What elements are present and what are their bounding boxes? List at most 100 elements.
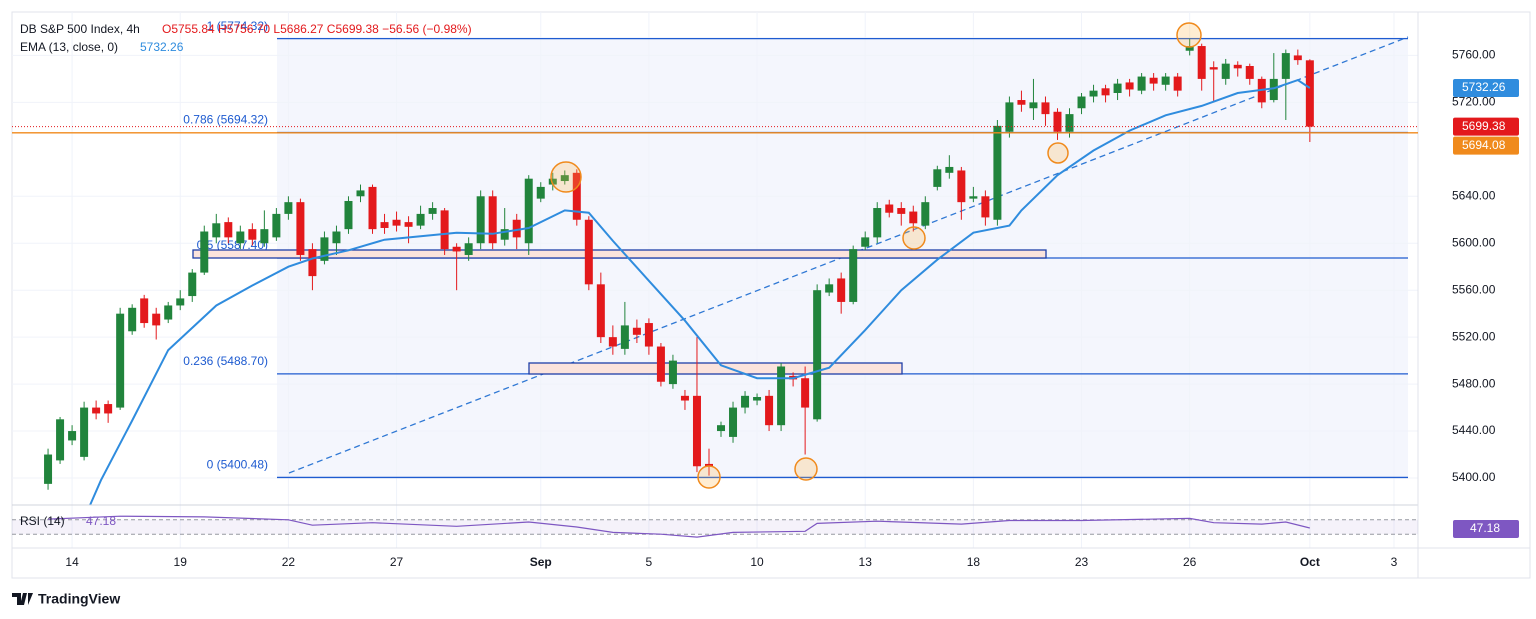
candle-body — [188, 272, 197, 297]
candle-body — [753, 397, 762, 401]
candle-body — [1053, 111, 1062, 132]
price-tag — [1453, 136, 1519, 155]
candle-body — [560, 175, 569, 182]
brand-logo — [12, 593, 33, 605]
rsi-legend-value: 47.18 — [86, 514, 116, 528]
x-tick-label: 18 — [967, 555, 981, 569]
candle-body — [308, 249, 317, 277]
fib-label: 0.786 (5694.32) — [183, 113, 268, 127]
x-tick-label: 27 — [390, 555, 404, 569]
price-tag — [1453, 78, 1519, 97]
grid — [12, 12, 1418, 548]
candle-body — [897, 208, 906, 214]
price-tag — [1453, 117, 1519, 136]
candle-body — [404, 222, 413, 227]
ema-line — [89, 78, 1311, 506]
candle-body — [428, 208, 437, 214]
marker-circle — [697, 465, 721, 489]
x-tick-label: Sep — [530, 555, 552, 569]
candle-body — [548, 178, 557, 185]
candle-body — [957, 170, 966, 203]
rsi-tag — [1453, 520, 1519, 538]
candle-body — [608, 337, 617, 347]
rsi-pane — [12, 515, 1418, 538]
candle-body — [777, 366, 786, 426]
candle-body — [729, 407, 738, 437]
marker-circle — [902, 226, 926, 250]
candle-body — [440, 210, 449, 250]
candle-body — [1137, 76, 1146, 91]
y-tick-label: 5480.00 — [1452, 376, 1496, 390]
x-tick-label: 26 — [1183, 555, 1197, 569]
x-tick-label: 23 — [1075, 555, 1089, 569]
candle-body — [80, 407, 89, 457]
x-tick-label: 22 — [282, 555, 296, 569]
candle-body — [632, 327, 641, 335]
candle-body — [56, 419, 65, 461]
candle-body — [1101, 88, 1110, 96]
marker-circle — [1047, 142, 1069, 164]
x-tick-label: 19 — [174, 555, 188, 569]
x-tick-label: 10 — [750, 555, 764, 569]
candles — [44, 38, 1314, 490]
candle-body — [464, 243, 473, 255]
price-tag-label: 5699.38 — [1462, 119, 1506, 133]
markers — [550, 22, 1202, 489]
axes: 5400.00 5440.00 5480.00 5520.00 5560.00 5600.… — [65, 48, 1495, 570]
marker-circle — [550, 161, 582, 193]
candle-body — [1269, 78, 1278, 101]
candle-body — [512, 219, 521, 238]
candle-body — [524, 178, 533, 244]
rsi-tag-label: 47.18 — [1470, 521, 1500, 535]
candle-body — [164, 305, 173, 320]
brand-name: TradingView — [38, 591, 120, 607]
candle-body — [849, 249, 858, 302]
candle-body — [1161, 76, 1170, 85]
candle-body — [1245, 65, 1254, 79]
y-tick-label: 5560.00 — [1452, 282, 1496, 296]
price-tag-label: 5694.08 — [1462, 138, 1506, 152]
candle-body — [692, 395, 701, 467]
candle-body — [873, 208, 882, 238]
y-tick-label: 5720.00 — [1452, 95, 1496, 109]
candle-body — [140, 298, 149, 324]
candle-body — [1065, 114, 1074, 132]
candle-body — [765, 395, 774, 426]
candle-body — [284, 202, 293, 214]
y-tick-label: 5600.00 — [1452, 235, 1496, 249]
candle-body — [596, 284, 605, 338]
candle-body — [452, 246, 461, 252]
candle-body — [993, 125, 1002, 220]
candle-body — [1221, 63, 1230, 79]
candle-body — [1281, 53, 1290, 79]
candle-body — [1041, 102, 1050, 115]
fib-label: 0 (5400.48) — [207, 458, 268, 472]
candle-body — [92, 407, 101, 414]
candle-body — [837, 278, 846, 302]
candle-body — [933, 169, 942, 187]
y-tick-label: 5440.00 — [1452, 423, 1496, 437]
candle-body — [1113, 83, 1122, 93]
candle-body — [861, 237, 870, 247]
candle-body — [1017, 100, 1026, 105]
candle-body — [260, 229, 269, 244]
candle-body — [200, 231, 209, 273]
candle-body — [128, 307, 137, 332]
candle-body — [1149, 77, 1158, 84]
candle-body — [680, 395, 689, 401]
candle-body — [656, 346, 665, 382]
candle-body — [1209, 67, 1218, 70]
candle-body — [500, 229, 509, 240]
price-tags: 5732.26 5699.38 5694.08 47.18 — [12, 78, 1519, 538]
candle-body — [825, 284, 834, 293]
candle-body — [584, 219, 593, 285]
y-tick-label: 5760.00 — [1452, 48, 1496, 62]
candle-body — [416, 213, 425, 226]
candle-body — [44, 454, 53, 484]
candle-body — [176, 298, 185, 306]
ohlc-readout: O5755.84 H5756.70 L5686.27 C5699.38 −56.… — [162, 22, 472, 36]
candle-body — [620, 325, 629, 349]
brand: TradingView — [12, 591, 120, 607]
fib-label: 1 (5774.32) — [207, 19, 268, 33]
candle-body — [909, 211, 918, 224]
